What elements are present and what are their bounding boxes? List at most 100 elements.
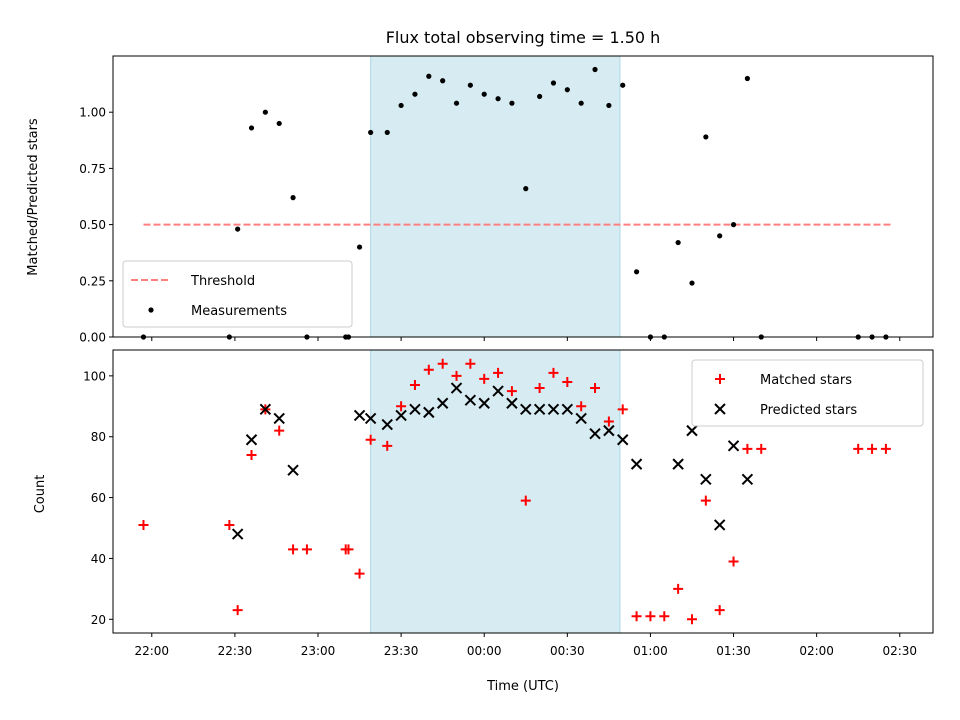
measurement-point <box>620 82 626 88</box>
matched-star-point <box>631 611 642 622</box>
x-tick-label: 23:00 <box>301 644 336 658</box>
matched-star-point <box>493 367 504 378</box>
predicted-star-point <box>353 409 366 422</box>
measurement-point <box>495 96 501 102</box>
legend-label: Threshold <box>190 274 255 289</box>
matched-star-point <box>645 611 656 622</box>
y-tick-label: 0.75 <box>79 162 106 176</box>
predicted-star-point <box>589 427 601 440</box>
predicted-star-point <box>492 385 504 397</box>
predicted-star-point <box>409 403 421 416</box>
matched-star-point <box>867 443 878 454</box>
measurement-point <box>440 78 446 84</box>
matched-star-point <box>423 364 434 375</box>
predicted-star-point <box>630 458 643 470</box>
matched-star-point <box>288 544 299 555</box>
predicted-star-point <box>520 403 532 416</box>
predicted-star-point <box>686 424 698 437</box>
x-tick-label: 22:30 <box>218 644 253 658</box>
predicted-star-point <box>561 403 574 416</box>
x-tick-label: 02:00 <box>799 644 834 658</box>
matched-star-point <box>343 544 354 555</box>
matched-star-point <box>880 443 891 454</box>
matched-star-point <box>506 386 517 397</box>
matched-star-point <box>576 401 587 412</box>
legend-label: Measurements <box>191 304 287 319</box>
measurement-point <box>703 134 709 140</box>
matched-star-point <box>742 443 753 454</box>
y-tick-label: 0.00 <box>79 331 106 345</box>
measurement-point <box>412 91 418 97</box>
measurement-point <box>248 125 255 131</box>
legend-predicted-swatch <box>714 403 726 415</box>
measurement-point <box>730 222 737 228</box>
y-tick-label: 80 <box>91 430 106 444</box>
matched-star-point <box>465 358 476 369</box>
matched-star-point <box>382 440 393 451</box>
legend-matched-swatch <box>715 374 725 384</box>
x-tick-label: 23:30 <box>384 644 419 658</box>
matched-star-point <box>590 383 601 394</box>
y-tick-label: 60 <box>91 491 106 505</box>
matched-star-point <box>853 443 864 454</box>
panel-bottom-y-axis-label: Count <box>33 475 48 514</box>
predicted-star-point <box>231 528 244 540</box>
predicted-star-point <box>464 394 477 406</box>
measurement-point <box>235 226 241 232</box>
predicted-star-point <box>713 519 726 531</box>
predicted-star-point <box>436 397 449 409</box>
y-tick-label: 20 <box>91 613 106 627</box>
legend-measurement-swatch <box>148 307 154 313</box>
predicted-star-point <box>450 382 463 394</box>
predicted-star-point <box>273 412 285 425</box>
predicted-star-point <box>533 403 546 416</box>
x-tick-label: 22:00 <box>134 644 169 658</box>
x-tick-label: 00:00 <box>467 644 502 658</box>
matched-star-point <box>451 370 462 381</box>
matched-star-point <box>534 383 545 394</box>
measurement-point <box>356 244 363 250</box>
matched-star-point <box>301 544 312 555</box>
measurement-point <box>689 280 695 286</box>
measurement-point <box>578 100 584 106</box>
matched-star-point <box>396 401 407 412</box>
matched-star-point <box>728 556 739 567</box>
legend-box <box>122 260 353 328</box>
matched-star-point <box>520 495 531 506</box>
measurement-point <box>453 100 460 106</box>
y-tick-label: 40 <box>91 552 106 566</box>
measurement-point <box>606 102 612 109</box>
predicted-star-point <box>672 458 684 470</box>
matched-star-point <box>232 605 243 616</box>
measurement-point <box>550 80 557 86</box>
measurement-point <box>509 100 515 106</box>
matched-star-point <box>246 449 257 460</box>
matched-star-point <box>673 583 684 594</box>
predicted-star-point <box>245 434 258 446</box>
measurement-point <box>262 109 268 115</box>
predicted-star-point <box>478 397 490 409</box>
measurement-point <box>564 87 570 93</box>
x-tick-label: 01:30 <box>716 644 751 658</box>
x-tick-label: 00:30 <box>550 644 585 658</box>
predicted-star-point <box>381 418 393 431</box>
measurement-point <box>398 102 404 109</box>
predicted-star-point <box>423 406 435 419</box>
measurement-point <box>633 269 640 275</box>
measurement-point <box>276 120 282 127</box>
measurement-point <box>592 66 598 73</box>
matched-star-point <box>659 611 670 622</box>
panel-bottom: 20 40 60 80 100 22:00 22:30 23:00 23:30 00:00 00:3… <box>83 349 934 658</box>
y-tick-label: 0.50 <box>79 218 106 232</box>
matched-star-point <box>479 373 490 384</box>
y-tick-label: 1.00 <box>79 106 106 120</box>
matched-star-point <box>274 425 285 436</box>
observing-window-span <box>370 349 621 634</box>
matched-star-point <box>617 404 628 415</box>
matched-star-point <box>603 416 614 427</box>
matched-star-point <box>714 605 725 616</box>
measurement-point <box>717 233 723 239</box>
predicted-star-point <box>727 440 740 452</box>
chart-title: Flux total observing time = 1.50 h <box>386 28 661 47</box>
